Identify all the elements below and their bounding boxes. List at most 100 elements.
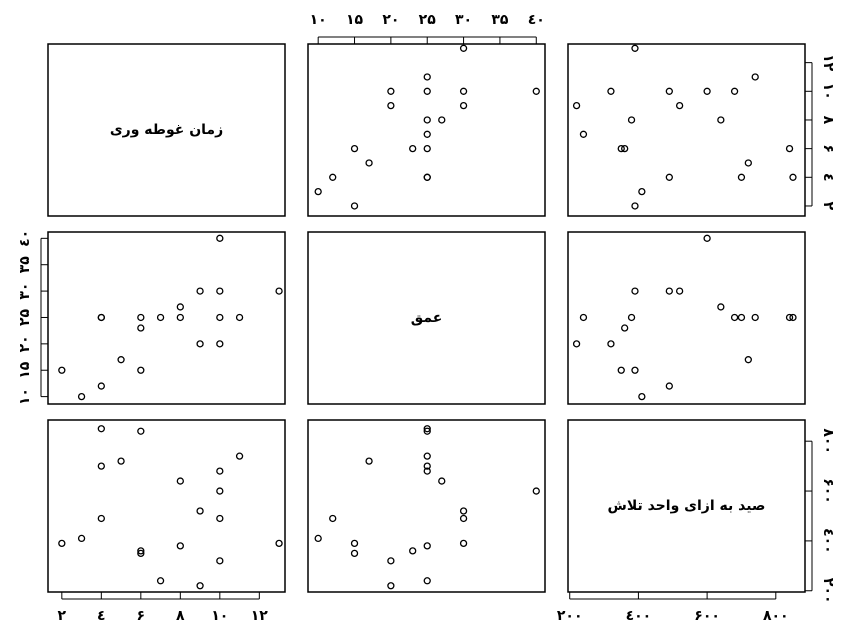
panel-frame — [47, 419, 286, 593]
tick-label: ٤ — [820, 173, 836, 182]
point — [459, 44, 468, 52]
point — [387, 101, 395, 110]
point — [117, 457, 125, 465]
point — [744, 356, 752, 364]
panel-frame — [47, 43, 286, 217]
tick-label: ٤٠ — [528, 12, 545, 28]
tick-label: ٨ — [820, 116, 836, 125]
tick-label: ٢۵ — [17, 308, 33, 326]
point — [156, 577, 165, 585]
point — [423, 73, 431, 81]
tick-label: ٤٠٠ — [820, 528, 836, 554]
point — [751, 313, 759, 322]
point — [350, 202, 359, 210]
tick-label: ١٢ — [820, 54, 836, 72]
point — [665, 87, 673, 95]
point — [423, 542, 431, 550]
tick-label: ١٠ — [310, 12, 327, 28]
panel-frame — [307, 419, 546, 593]
tick-label: ٤٠ — [17, 230, 33, 247]
tick-label: ١۵ — [346, 12, 364, 28]
point — [176, 313, 184, 322]
point — [423, 144, 431, 153]
tick-label: ١٠ — [820, 83, 836, 100]
point — [785, 144, 794, 153]
point — [423, 427, 431, 435]
point — [314, 187, 322, 196]
tick-label: ٣۵ — [17, 256, 33, 274]
point — [621, 324, 629, 332]
point — [631, 287, 639, 295]
point — [631, 44, 639, 52]
point — [703, 87, 711, 95]
point — [196, 582, 204, 590]
tick-label: ٣۵ — [491, 12, 509, 28]
point — [438, 477, 446, 485]
point — [665, 173, 673, 181]
point — [423, 462, 431, 470]
point — [137, 366, 145, 374]
variable-name: صید به ازای واحد تلاش — [608, 498, 766, 514]
point — [216, 340, 224, 348]
point — [216, 234, 224, 242]
variable-name: عمق — [411, 310, 443, 326]
point — [196, 287, 204, 295]
point — [235, 313, 244, 322]
point — [607, 340, 615, 348]
point — [617, 144, 625, 153]
point — [216, 557, 224, 565]
point — [717, 116, 725, 124]
panel-frame — [567, 231, 806, 405]
point — [751, 73, 759, 81]
tick-label: ٨٠٠ — [763, 608, 789, 624]
point — [675, 101, 684, 110]
point — [737, 173, 746, 181]
point — [730, 313, 739, 322]
point — [176, 303, 184, 311]
tick-label: ٤٠٠ — [626, 608, 652, 624]
tick-label: ١٢ — [251, 608, 269, 624]
tick-label: ٣٠ — [17, 283, 33, 300]
point — [631, 366, 639, 374]
point — [350, 549, 359, 558]
point — [423, 87, 431, 95]
point — [216, 487, 224, 495]
point — [579, 313, 588, 322]
tick-label: ٢٠٠ — [557, 608, 583, 624]
panel-frame — [567, 43, 806, 217]
point — [137, 427, 145, 435]
point — [137, 313, 145, 322]
tick-label: ٢٠ — [17, 335, 33, 352]
point — [423, 130, 431, 138]
point — [97, 313, 105, 322]
point — [730, 87, 739, 95]
point — [387, 582, 395, 590]
tick-label: ٢٠٠ — [820, 578, 836, 604]
point — [275, 539, 283, 548]
point — [665, 287, 673, 295]
tick-label: ۶٠٠ — [820, 478, 836, 504]
point — [117, 356, 125, 364]
variable-name: زمان غوطه وری — [110, 122, 223, 138]
point — [744, 159, 752, 167]
point — [532, 87, 540, 95]
point — [423, 116, 431, 124]
tick-label: ٢ — [820, 202, 836, 211]
point — [77, 534, 86, 543]
point — [459, 514, 468, 523]
point — [579, 130, 588, 138]
tick-label: ٢٠ — [382, 12, 399, 28]
point — [176, 542, 184, 550]
point — [459, 87, 468, 95]
point — [627, 313, 636, 322]
point — [665, 382, 673, 390]
point — [97, 382, 105, 390]
tick-label: ۶٠٠ — [694, 608, 720, 624]
point — [572, 101, 581, 110]
point — [275, 287, 283, 295]
point — [607, 87, 615, 95]
point — [365, 159, 373, 167]
tick-label: ١۵ — [17, 361, 33, 379]
point — [532, 487, 540, 495]
